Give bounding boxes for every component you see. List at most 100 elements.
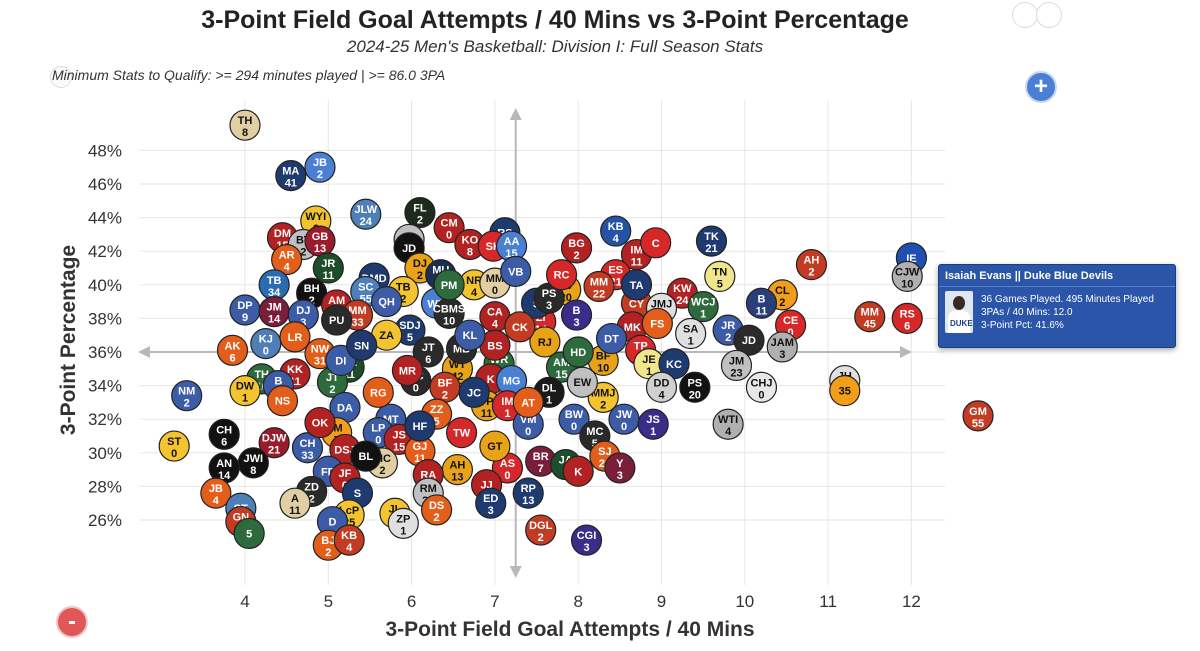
- point-initials: KB: [341, 530, 357, 542]
- point-initials: JS: [646, 414, 659, 426]
- point-number: 4: [658, 389, 665, 401]
- point-number: 0: [446, 230, 452, 242]
- y-tick-label: 38%: [88, 309, 122, 328]
- data-point: B11: [745, 287, 778, 319]
- settings-circle-2[interactable]: [1036, 2, 1062, 28]
- point-initials: PU: [329, 315, 344, 327]
- point-number: 4: [284, 262, 291, 274]
- point-initials: PM: [441, 280, 458, 292]
- point-number: 10: [443, 315, 455, 327]
- data-point: TH8: [229, 109, 261, 141]
- point-initials: DL: [542, 382, 557, 394]
- point-initials: KJ: [259, 334, 273, 346]
- y-tick-label: 40%: [88, 276, 122, 295]
- point-marker: [208, 418, 240, 450]
- point-number: 5: [717, 278, 723, 290]
- player-tooltip: Isaiah Evans || Duke Blue Devils DUKE 36…: [938, 264, 1176, 348]
- point-initials: TB: [396, 282, 411, 294]
- point-number: 3: [583, 542, 589, 554]
- point-marker: [458, 376, 490, 408]
- point-number: 2: [309, 295, 315, 307]
- point-initials: AA: [504, 236, 520, 248]
- point-initials: B: [573, 305, 581, 317]
- point-marker: [645, 371, 678, 403]
- point-marker: [766, 331, 798, 363]
- point-initials: JAM: [771, 337, 794, 349]
- point-initials: AT: [521, 397, 535, 409]
- x-tick-label: 8: [573, 592, 582, 611]
- point-marker: [433, 269, 465, 301]
- zoom-in-button[interactable]: +: [1025, 71, 1057, 103]
- point-marker: [529, 326, 561, 358]
- point-initials: JWI: [244, 453, 264, 465]
- x-tick-label: 5: [324, 592, 333, 611]
- data-point: NS: [266, 385, 299, 417]
- point-initials: TH: [238, 115, 253, 127]
- point-number: 0: [413, 383, 419, 395]
- tooltip-games-line: 36 Games Played. 495 Minutes Played: [981, 294, 1154, 305]
- data-point: A11: [279, 487, 311, 519]
- point-initials: KK: [287, 364, 303, 376]
- point-initials: DM: [274, 228, 291, 240]
- point-number: 4: [471, 287, 478, 299]
- point-marker: [525, 514, 557, 546]
- point-initials: B: [274, 376, 282, 388]
- point-initials: BG: [568, 238, 585, 250]
- point-number: 6: [221, 436, 227, 448]
- point-initials: ZZ: [430, 404, 444, 416]
- point-number: 55: [972, 418, 984, 430]
- player-photo-icon: DUKE: [945, 291, 973, 333]
- point-marker: [962, 400, 994, 432]
- data-point: OK: [304, 406, 336, 439]
- point-initials: WYI: [305, 211, 326, 223]
- point-marker: [200, 477, 232, 509]
- point-marker: [620, 269, 653, 301]
- crosshair-arrow-down: [509, 566, 522, 578]
- x-tick-label: 12: [902, 592, 921, 611]
- point-number: 2: [184, 398, 190, 410]
- point-initials: RJ: [538, 337, 552, 349]
- point-initials: DJ: [413, 258, 427, 270]
- point-number: 45: [864, 319, 876, 331]
- point-initials: PS: [542, 288, 557, 300]
- point-initials: MM: [590, 276, 608, 288]
- data-point: JD: [733, 324, 765, 356]
- y-tick-label: 28%: [88, 477, 122, 496]
- point-marker: [229, 109, 261, 141]
- point-marker: [391, 354, 424, 387]
- point-initials: VB: [508, 266, 523, 278]
- data-point: PM: [433, 269, 465, 301]
- x-tick-label: 4: [240, 592, 249, 611]
- point-number: 2: [725, 332, 731, 344]
- data-point: DS2: [420, 494, 453, 526]
- point-number: 2: [779, 297, 785, 309]
- y-tick-label: 42%: [88, 242, 122, 261]
- crosshair-arrow-right: [900, 346, 912, 358]
- point-number: 0: [571, 421, 577, 433]
- point-initials: AK: [225, 340, 241, 352]
- point-number: 10: [901, 278, 913, 290]
- point-initials: IM: [501, 396, 513, 408]
- point-number: 35: [839, 386, 851, 398]
- point-number: 33: [351, 317, 363, 329]
- point-initials: CY: [629, 298, 645, 310]
- point-marker: [679, 371, 711, 403]
- point-number: 6: [229, 352, 235, 364]
- point-initials: JW: [616, 409, 633, 421]
- point-initials: JR: [321, 258, 335, 270]
- point-initials: ZD: [304, 481, 319, 493]
- zoom-out-button[interactable]: -: [56, 606, 88, 638]
- point-number: 2: [400, 294, 406, 306]
- qualify-toggle[interactable]: [50, 66, 72, 88]
- data-point: JW0: [608, 403, 640, 435]
- point-marker: [216, 334, 249, 366]
- point-initials: MM: [861, 307, 879, 319]
- point-marker: [445, 417, 478, 449]
